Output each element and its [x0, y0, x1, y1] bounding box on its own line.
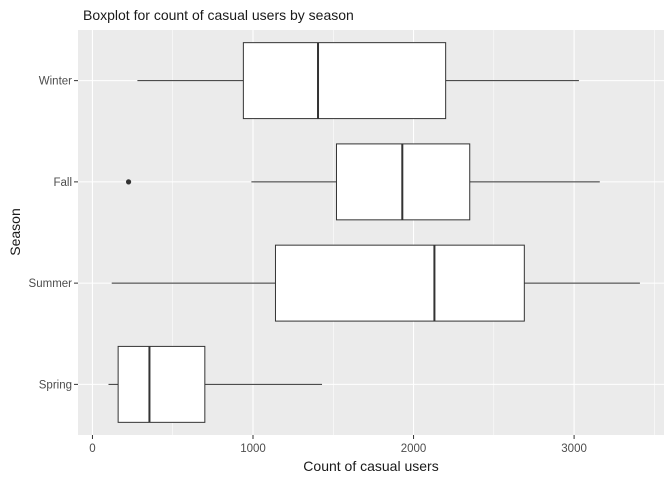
x-axis-title: Count of casual users [303, 458, 438, 474]
y-axis-ticks: Spring Summer Fall Winter [29, 76, 78, 391]
x-tick-label: 0 [89, 443, 95, 455]
y-axis-title: Season [7, 208, 23, 255]
box-iqr [117, 345, 206, 423]
boxes [108, 42, 640, 423]
y-tick-label: Winter [39, 76, 72, 88]
box-iqr [242, 42, 447, 120]
chart-title: Boxplot for count of casual users by sea… [83, 7, 354, 23]
outlier-point [125, 179, 132, 185]
box-summer [111, 244, 640, 322]
x-axis-ticks: 0 1000 2000 3000 [89, 435, 587, 455]
y-tick-label: Spring [39, 379, 72, 391]
box-iqr [274, 244, 525, 322]
x-tick-label: 2000 [401, 443, 427, 455]
x-tick-label: 1000 [240, 443, 266, 455]
box-winter [137, 42, 579, 120]
y-tick-label: Fall [53, 177, 72, 189]
box-spring [108, 345, 323, 423]
box-fall [125, 143, 600, 221]
x-tick-label: 3000 [561, 443, 587, 455]
y-tick-label: Summer [29, 278, 73, 290]
